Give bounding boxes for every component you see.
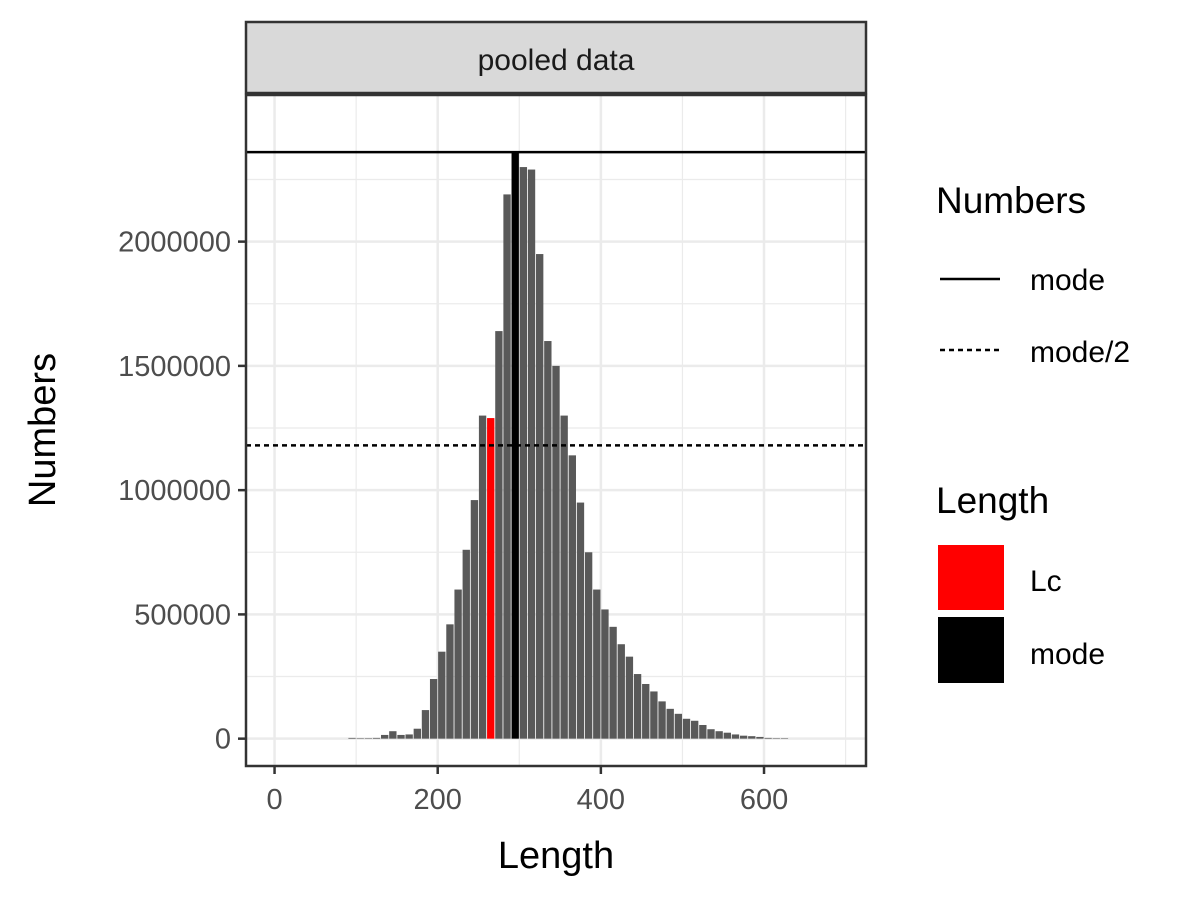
bar [446,624,454,739]
plot-panel-border [244,93,868,768]
bar [739,735,748,739]
bar [764,737,772,739]
bar [691,720,699,739]
facet-strip-label: pooled data [478,44,635,77]
bar [364,738,373,739]
bar [584,552,593,739]
bar-mode [511,152,519,739]
bar [772,738,780,739]
bar [429,679,438,739]
bar [519,167,528,739]
bar [723,732,731,739]
legend-length-title: Length [936,480,1049,521]
bar [348,737,356,739]
y-tick-label: 1000000 [118,475,231,507]
bar [544,341,552,739]
reference-lines [246,150,866,447]
bar [381,734,389,739]
legend-numbers-title: Numbers [936,180,1086,221]
bar [682,718,691,739]
x-tick-label: 200 [414,784,462,816]
bar [658,701,666,739]
bar [715,731,723,739]
legend-mode-line-label: mode [1030,264,1105,297]
bar [617,644,625,739]
bar [699,724,707,739]
bar [413,728,421,739]
bar [389,731,397,739]
bar [405,734,413,739]
bar [666,708,674,739]
x-axis-title: Length [498,835,614,877]
bar [462,549,470,739]
bar [372,737,381,739]
bar [470,500,479,739]
bar [780,738,789,739]
y-tick-label: 2000000 [118,227,231,259]
y-tick-label: 1500000 [118,351,231,383]
bars [348,152,789,739]
bar [552,365,560,739]
legend-mode-half-line-label: mode/2 [1030,336,1130,369]
bar [601,609,609,739]
bar [568,455,576,739]
y-axis-title: Numbers [22,353,64,507]
y-axis: 0 500000 1000000 1500000 2000000 [118,227,246,756]
bar [731,734,740,739]
bar [633,674,642,739]
legend-numbers: Numbers mode mode/2 [936,180,1130,369]
bar [356,738,364,739]
bar [609,626,617,739]
bar [397,734,405,739]
bar [560,415,568,739]
bar [642,683,650,739]
bar [421,710,430,739]
bar [576,502,585,739]
bar [748,736,756,739]
legend-mode-swatch [938,617,1004,683]
legend-length: Length Lc mode [936,480,1105,683]
bar [454,589,462,739]
x-tick-label: 400 [577,784,625,816]
bar-lc [487,418,495,739]
x-tick-label: 0 [266,784,282,816]
bar [438,651,446,739]
legend-lc-swatch [938,545,1004,610]
bar [756,736,764,739]
y-tick-label: 0 [215,724,231,756]
bar [478,415,487,739]
bar [650,691,658,739]
bar [527,169,536,739]
y-tick-label: 500000 [134,599,231,631]
bar [536,254,544,739]
legend-mode-label: mode [1030,638,1105,671]
bar [625,656,634,739]
bar [707,729,715,739]
bar [495,331,503,739]
facet-strip [244,20,868,95]
x-axis: 0 200 400 600 [266,766,788,816]
legend-lc-label: Lc [1030,565,1062,598]
bar [593,589,601,739]
x-tick-label: 600 [740,784,788,816]
bar [503,194,511,739]
bar [674,713,683,739]
